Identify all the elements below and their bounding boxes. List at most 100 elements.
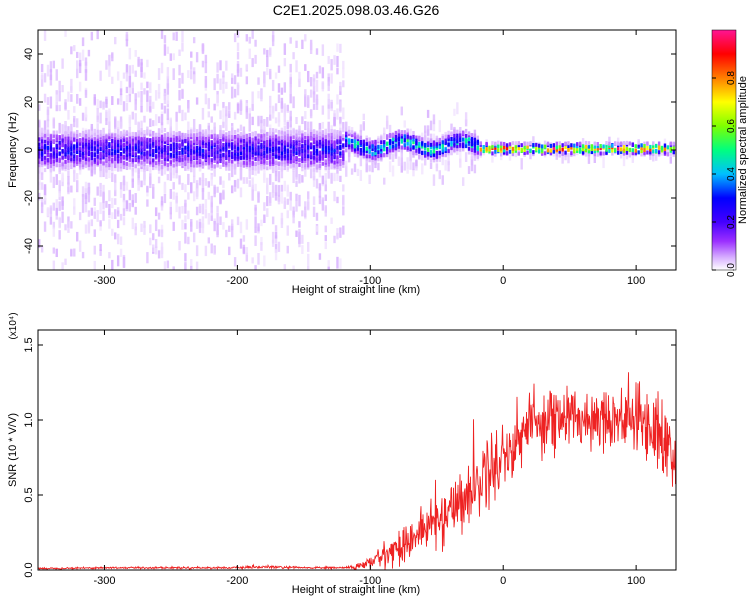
heatmap-cell [321, 150, 325, 155]
heatmap-cell [470, 142, 474, 147]
heatmap-cell [52, 153, 56, 158]
heatmap-cell [301, 149, 304, 154]
heatmap-cell [122, 142, 126, 147]
heatmap-cell [64, 139, 67, 144]
heatmap-cell [43, 184, 47, 196]
heatmap-cell [266, 166, 269, 171]
heatmap-cell [266, 139, 269, 144]
heatmap-cell [134, 157, 137, 162]
heatmap-cell [111, 151, 114, 156]
heatmap-cell [336, 55, 339, 68]
heatmap-cell [160, 129, 164, 134]
heatmap-cell [122, 101, 126, 112]
heatmap-cell [423, 156, 427, 166]
heatmap-cell [248, 148, 251, 153]
heatmap-cell [330, 151, 333, 156]
heatmap-cell [76, 150, 79, 155]
heatmap-cell [210, 243, 213, 254]
heatmap-cell [58, 151, 61, 156]
heatmap-cell [122, 217, 126, 226]
heatmap-cell [134, 147, 137, 152]
heatmap-cell [380, 149, 383, 154]
heatmap-cell [78, 148, 82, 153]
heatmap-cell [55, 248, 58, 258]
heatmap-cell [236, 151, 240, 156]
heatmap-cell [339, 175, 342, 182]
heatmap-cell [333, 140, 336, 145]
snr-series-line [38, 372, 676, 570]
heatmap-cell [266, 117, 269, 127]
heatmap-cell [277, 119, 281, 127]
heatmap-cell [160, 114, 164, 126]
heatmap-cell [625, 150, 629, 155]
heatmap-cell [198, 125, 202, 134]
heatmap-cell [447, 151, 450, 156]
heatmap-cell [248, 160, 251, 165]
heatmap-cell [467, 131, 471, 136]
heatmap-cell [330, 135, 333, 140]
heatmap-cell [350, 132, 354, 137]
heatmap-cell [195, 180, 199, 192]
heatmap-cell [236, 52, 240, 60]
heatmap-cell [190, 140, 193, 145]
heatmap-cell [87, 222, 91, 234]
heatmap-cell [391, 137, 395, 142]
heatmap-cell [426, 137, 430, 142]
heatmap-cell [207, 147, 211, 152]
heatmap-cell [324, 194, 327, 201]
heatmap-cell [40, 157, 44, 162]
heatmap-cell [108, 168, 111, 179]
heatmap-cell [73, 159, 76, 164]
heatmap-cell [81, 165, 85, 170]
heatmap-cell [260, 164, 263, 169]
heatmap-cell [669, 147, 673, 152]
heatmap-cell [315, 148, 319, 153]
heatmap-cell [166, 132, 170, 137]
heatmap-cell [321, 197, 325, 206]
heatmap-cell [236, 148, 240, 153]
heatmap-cell [605, 141, 608, 146]
heatmap-cell [602, 151, 605, 156]
heatmap-cell [73, 106, 76, 113]
heatmap-cell [49, 61, 53, 73]
heatmap-cell [204, 178, 208, 186]
heatmap-cell [233, 33, 237, 43]
heatmap-cell [233, 154, 237, 159]
heatmap-cell [195, 220, 199, 229]
heatmap-cell [271, 231, 275, 244]
heatmap-cell [330, 128, 333, 133]
heatmap-cell [239, 155, 243, 160]
heatmap-cell [409, 143, 412, 148]
heatmap-cell [175, 142, 178, 147]
heatmap-cell [67, 148, 70, 153]
heatmap-cell [283, 156, 287, 161]
heatmap-cell [131, 81, 134, 89]
heatmap-cell [140, 163, 143, 168]
heatmap-cell [175, 165, 178, 170]
heatmap-cell [125, 161, 129, 166]
heatmap-cell [640, 143, 643, 148]
heatmap-cell [429, 162, 433, 169]
heatmap-cell [277, 129, 281, 134]
heatmap-cell [184, 162, 187, 167]
heatmap-cell [207, 130, 211, 135]
heatmap-cell [374, 145, 377, 150]
heatmap-cell [128, 85, 132, 96]
heatmap-cell [134, 93, 137, 101]
heatmap-cell [105, 141, 108, 146]
x-tick-label: 0 [500, 275, 506, 287]
heatmap-cell [73, 170, 76, 182]
heatmap-cell [274, 235, 278, 244]
heatmap-cell [114, 182, 117, 192]
heatmap-cell [114, 139, 117, 144]
x-tick-label: -300 [93, 575, 115, 587]
heatmap-cell [108, 132, 111, 137]
heatmap-cell [184, 112, 187, 121]
heatmap-cell [289, 37, 292, 44]
heatmap-cell [587, 152, 591, 164]
heatmap-cell [178, 143, 181, 148]
heatmap-cell [263, 48, 266, 55]
heatmap-cell [245, 219, 249, 230]
heatmap-cell [52, 227, 56, 237]
heatmap-cell [467, 146, 471, 151]
